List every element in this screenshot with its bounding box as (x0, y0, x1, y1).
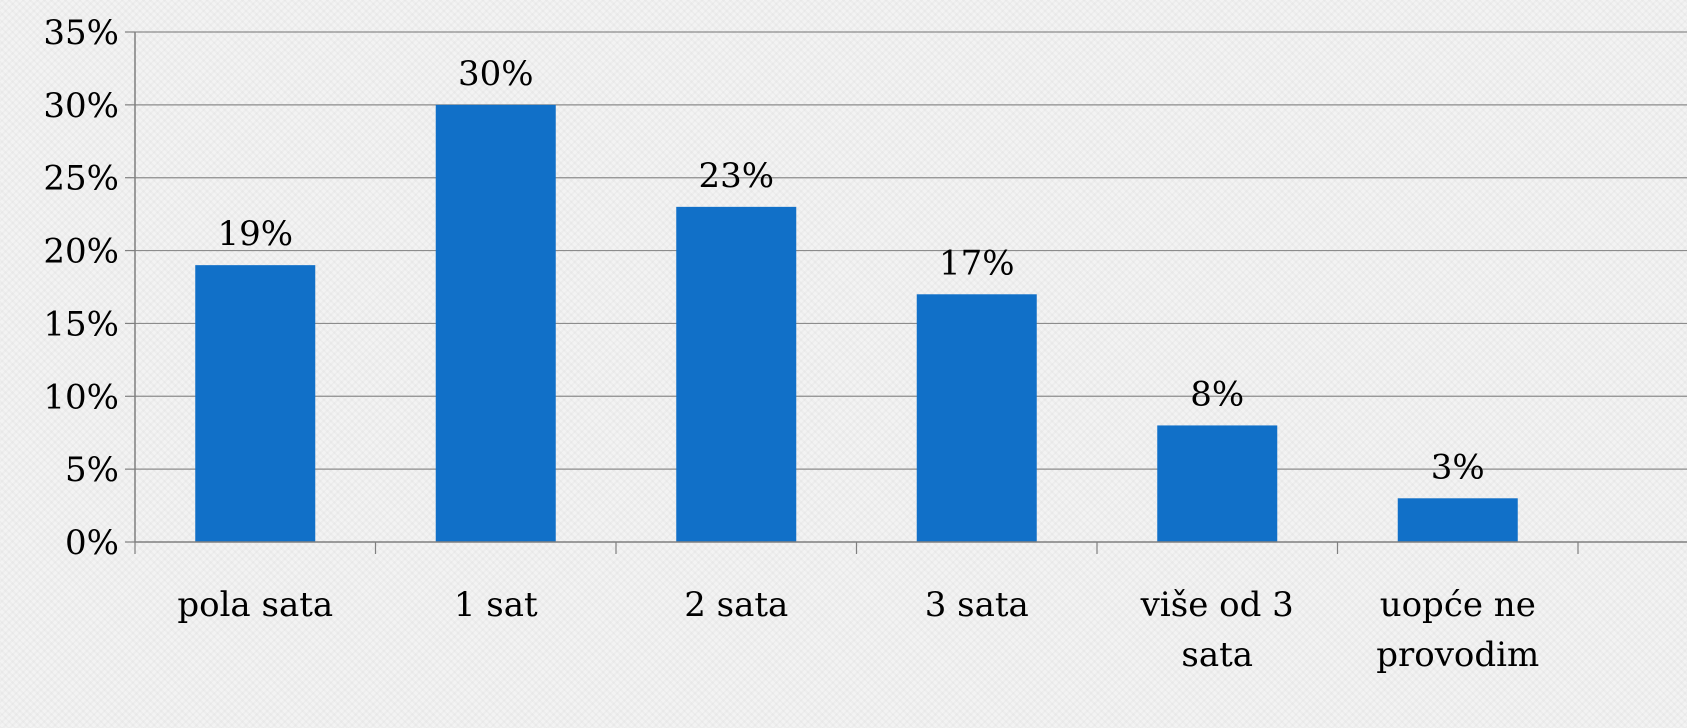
y-tick-label: 5% (65, 450, 119, 490)
x-category-label: 3 sata (925, 585, 1029, 625)
y-tick-label: 35% (43, 13, 119, 53)
y-tick-label: 15% (43, 304, 119, 344)
y-tick-label: 20% (43, 232, 119, 272)
y-tick-label: 30% (43, 86, 119, 126)
bar (1157, 425, 1278, 542)
bar (195, 265, 316, 542)
x-category-label: sata (1181, 635, 1253, 675)
x-category-label: pola sata (177, 585, 333, 625)
x-category-label: provodim (1376, 635, 1539, 675)
data-labels: 19% 30% 23% 17% 8% 3% (217, 54, 1484, 487)
x-category-label: 1 sat (454, 585, 538, 625)
y-tick-label: 0% (65, 523, 119, 563)
x-category-label: 2 sata (684, 585, 788, 625)
data-label: 19% (217, 214, 293, 254)
bar (676, 206, 797, 542)
data-label: 23% (698, 156, 774, 196)
x-axis-category-labels: pola sata 1 sat 2 sata 3 sata više od 3 sata u… (177, 585, 1539, 675)
data-label: 30% (458, 54, 534, 94)
bar (916, 294, 1037, 542)
data-label: 17% (939, 243, 1015, 283)
y-tick-label: 25% (43, 159, 119, 199)
axes (125, 31, 1687, 554)
x-category-label: više od 3 (1140, 585, 1294, 625)
bar (435, 104, 556, 542)
x-category-label: uopće ne (1380, 585, 1536, 625)
data-label: 3% (1431, 447, 1485, 487)
y-axis-tick-labels: 0% 5% 10% 15% 20% 25% 30% 35% (43, 13, 119, 563)
bar (1397, 498, 1518, 542)
bars (195, 104, 1518, 542)
gridlines (135, 31, 1687, 470)
y-tick-label: 10% (43, 377, 119, 417)
data-label: 8% (1190, 374, 1244, 414)
